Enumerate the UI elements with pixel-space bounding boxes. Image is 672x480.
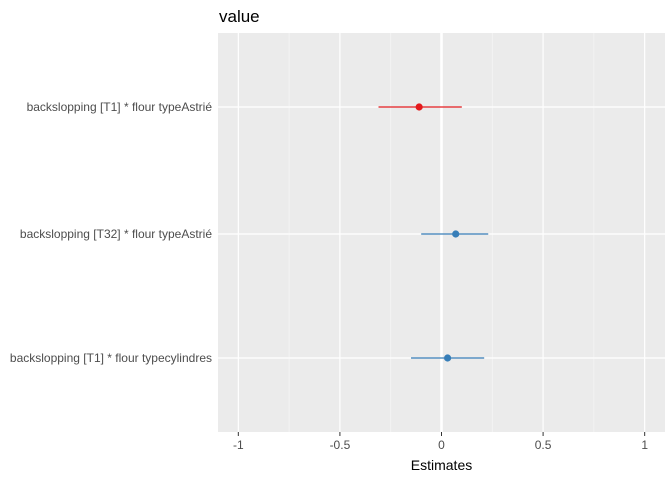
estimate-point — [443, 354, 452, 362]
x-tick-label: 0.5 — [535, 438, 552, 452]
x-tick-label: 0 — [438, 438, 445, 452]
y-tick-label: backslopping [T1] * flour typecylindres — [10, 351, 212, 365]
y-axis-labels: backslopping [T1] * flour typeAstrié back… — [10, 100, 212, 365]
y-tick-label: backslopping [T32] * flour typeAstrié — [20, 227, 212, 241]
x-tick-label: -1 — [233, 438, 244, 452]
x-axis-title: Estimates — [411, 457, 472, 473]
estimate-point — [452, 230, 460, 238]
estimate-point — [415, 103, 423, 111]
estimate-marks — [378, 103, 489, 362]
y-tick-label: backslopping [T1] * flour typeAstrié — [27, 100, 213, 114]
x-tick-label: -0.5 — [330, 438, 351, 452]
x-tick-label: 1 — [641, 438, 648, 452]
x-axis: -1 -0.5 0 0.5 1 — [233, 432, 648, 452]
chart-title: value — [219, 7, 260, 26]
